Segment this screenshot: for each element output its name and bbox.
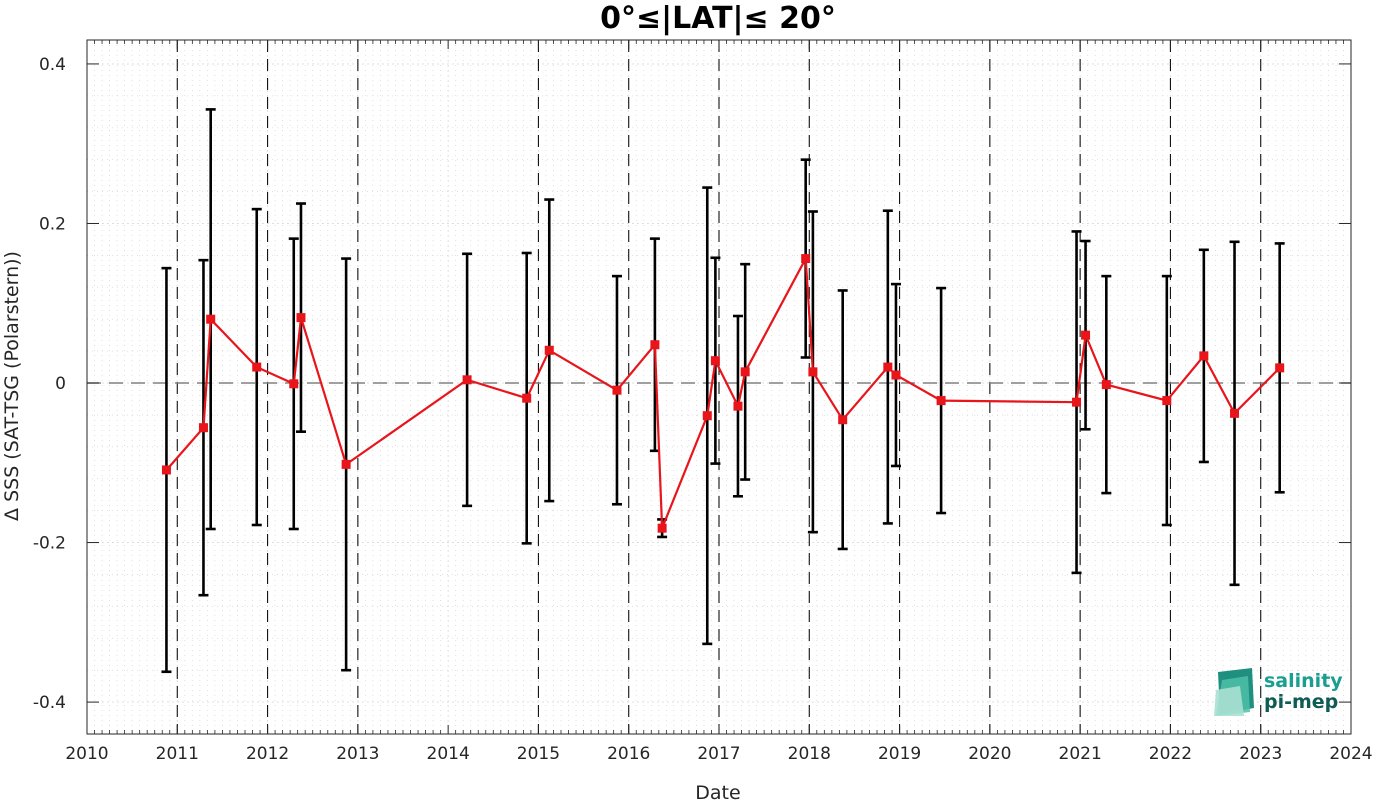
x-tick-label: 2012 <box>246 744 289 764</box>
x-tick-label: 2017 <box>697 744 740 764</box>
x-tick-label: 2014 <box>427 744 470 764</box>
x-tick-label: 2010 <box>65 744 108 764</box>
x-tick-label: 2019 <box>878 744 921 764</box>
data-point-marker <box>462 375 472 385</box>
data-point-marker <box>1275 363 1285 373</box>
data-point-marker <box>808 367 818 377</box>
x-axis-title: Date <box>695 782 740 801</box>
logo-wave-icon <box>1214 668 1254 716</box>
data-point-marker <box>883 362 893 372</box>
y-tick-label: 0 <box>55 374 66 394</box>
x-tick-label: 2011 <box>156 744 199 764</box>
data-point-marker <box>1162 396 1172 406</box>
axis-ticks <box>86 40 1352 734</box>
x-tick-label: 2016 <box>607 744 650 764</box>
y-tick-label: -0.2 <box>33 534 66 554</box>
data-point-marker <box>612 385 622 395</box>
data-point-marker <box>198 423 208 433</box>
data-point-marker <box>1072 397 1082 407</box>
data-point-marker <box>296 313 306 323</box>
data-point-marker <box>733 401 743 411</box>
x-tick-label: 2023 <box>1239 744 1282 764</box>
data-point-marker <box>740 367 750 377</box>
data-point-marker <box>289 379 299 389</box>
logo-text-salinity: salinity <box>1264 670 1343 692</box>
data-point-marker <box>1230 408 1240 418</box>
x-tick-label: 2018 <box>788 744 831 764</box>
y-tick-label: -0.4 <box>33 693 66 713</box>
x-tick-label: 2022 <box>1149 744 1192 764</box>
data-point-marker <box>522 393 532 403</box>
data-point-marker <box>710 356 720 366</box>
y-axis-title: Δ SSS (SAT-TSG (Polarstern)) <box>1 251 23 521</box>
data-point-marker <box>252 362 262 372</box>
y-tick-label: 0.4 <box>39 55 66 75</box>
data-point-marker <box>801 254 811 264</box>
data-point-marker <box>1101 380 1111 390</box>
error-bars <box>161 108 1285 674</box>
data-point-marker <box>650 340 660 350</box>
data-point-marker <box>544 345 554 355</box>
data-point-marker <box>702 411 712 421</box>
data-point-marker <box>206 314 216 324</box>
data-point-marker <box>1199 351 1209 361</box>
x-tick-label: 2020 <box>968 744 1011 764</box>
data-point-marker <box>161 465 171 475</box>
data-point-marker <box>1081 330 1091 340</box>
data-point-marker <box>891 370 901 380</box>
data-point-marker <box>657 523 667 533</box>
data-point-marker <box>838 415 848 425</box>
data-point-marker <box>341 459 351 469</box>
y-tick-labels: -0.4 -0.2 0 0.2 0.4 <box>33 55 66 713</box>
series-markers <box>161 254 1285 533</box>
year-boundary-lines <box>176 40 1262 734</box>
x-tick-label: 2024 <box>1329 744 1372 764</box>
data-point-marker <box>936 396 946 406</box>
y-tick-label: 0.2 <box>39 214 66 234</box>
x-tick-label: 2015 <box>517 744 560 764</box>
series-line <box>165 254 1281 529</box>
x-tick-label: 2013 <box>336 744 379 764</box>
salinity-pi-mep-logo: salinity pi-mep <box>1214 668 1343 716</box>
x-tick-label: 2021 <box>1059 744 1102 764</box>
x-tick-labels: 2010 2011 2012 2013 2014 2015 2016 2017 2018 2019… <box>65 744 1372 764</box>
logo-text-pi-mep: pi-mep <box>1264 691 1338 713</box>
chart-title: 0°≤|LAT|≤ 20° <box>600 1 836 36</box>
